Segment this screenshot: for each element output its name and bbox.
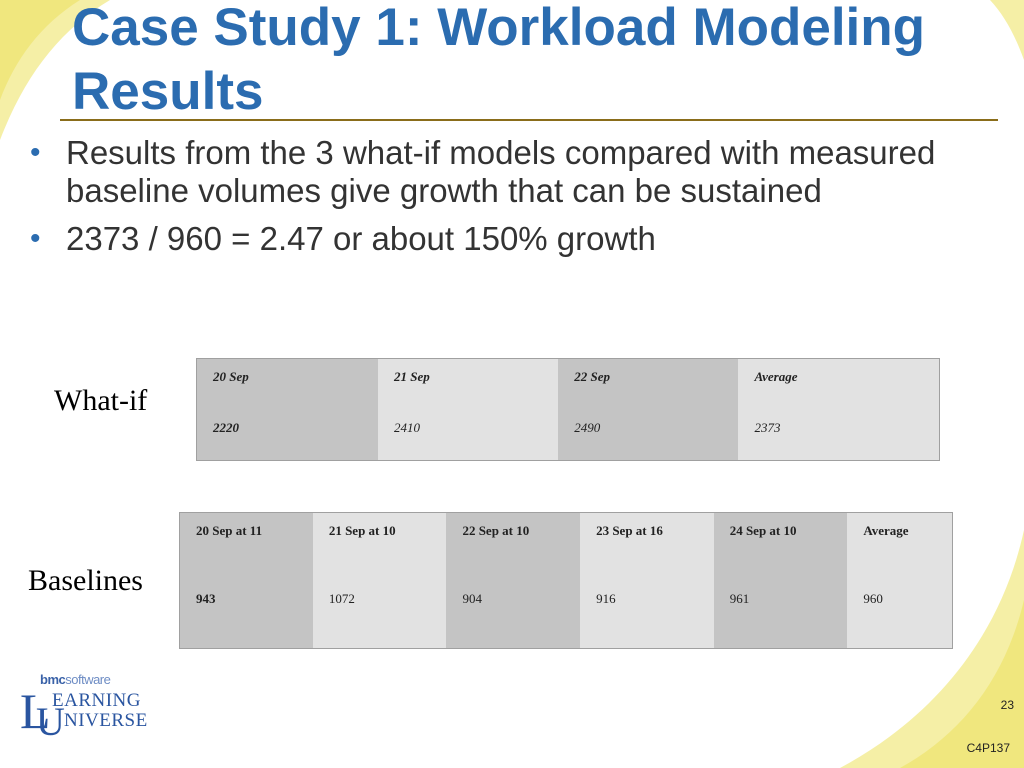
table-cell: 943 (179, 580, 313, 649)
table-cell: 916 (580, 580, 714, 649)
table-header-cell: 21 Sep (378, 358, 559, 410)
bullet-text: Results from the 3 what-if models compar… (66, 134, 936, 209)
table-header-cell: 22 Sep at 10 (446, 512, 581, 581)
table-row: 943 1072 904 916 961 960 (179, 580, 953, 649)
logo-initial-l: L (20, 683, 51, 739)
page-number: 23 (1000, 698, 1014, 712)
bullet-text: 2373 / 960 = 2.47 or about 150% growth (66, 220, 656, 257)
title-divider (60, 119, 998, 121)
bullet-icon: • (30, 136, 41, 169)
table-header-cell: Average (847, 512, 953, 581)
table-header-cell: 21 Sep at 10 (312, 512, 447, 581)
logo-initial-u: U (36, 699, 65, 744)
table-cell: 2220 (196, 409, 379, 461)
table-header-cell: 20 Sep at 11 (179, 512, 313, 581)
table-row: 20 Sep at 11 21 Sep at 10 22 Sep at 10 2… (179, 512, 953, 581)
whatif-table: 20 Sep 21 Sep 22 Sep Average 2220 2410 2… (196, 358, 940, 461)
table-header-cell: 24 Sep at 10 (713, 512, 848, 581)
table-cell: 2490 (558, 409, 739, 461)
bullet-list: • Results from the 3 what-if models comp… (28, 134, 968, 268)
table-header-cell: 23 Sep at 16 (580, 512, 714, 581)
logo-text-universe: NIVERSE (64, 710, 148, 731)
slide-code: C4P137 (966, 741, 1010, 755)
bullet-item: • Results from the 3 what-if models comp… (28, 134, 968, 210)
table-cell: 904 (446, 580, 581, 649)
bullet-icon: • (30, 222, 41, 255)
table-cell: 2410 (378, 409, 559, 461)
whatif-label: What-if (54, 384, 148, 417)
table-row: 2220 2410 2490 2373 (196, 409, 940, 461)
table-cell: 2373 (738, 409, 940, 461)
logo-text-learning: EARNING (52, 690, 141, 711)
table-cell: 960 (847, 580, 953, 649)
table-header-cell: 20 Sep (196, 358, 379, 410)
table-row: 20 Sep 21 Sep 22 Sep Average (196, 358, 940, 410)
learning-universe-logo: bmcsoftware L U EARNING NIVERSE (18, 672, 148, 746)
table-cell: 1072 (312, 580, 447, 649)
table-cell: 961 (713, 580, 848, 649)
table-header-cell: Average (738, 358, 940, 410)
baselines-label: Baselines (28, 564, 143, 597)
bmc-software-logo: bmcsoftware (40, 672, 111, 687)
bullet-item: • 2373 / 960 = 2.47 or about 150% growth (28, 220, 968, 258)
table-header-cell: 22 Sep (558, 358, 739, 410)
slide-title: Case Study 1: Workload Modeling Results (72, 0, 926, 121)
baselines-table: 20 Sep at 11 21 Sep at 10 22 Sep at 10 2… (179, 512, 953, 649)
